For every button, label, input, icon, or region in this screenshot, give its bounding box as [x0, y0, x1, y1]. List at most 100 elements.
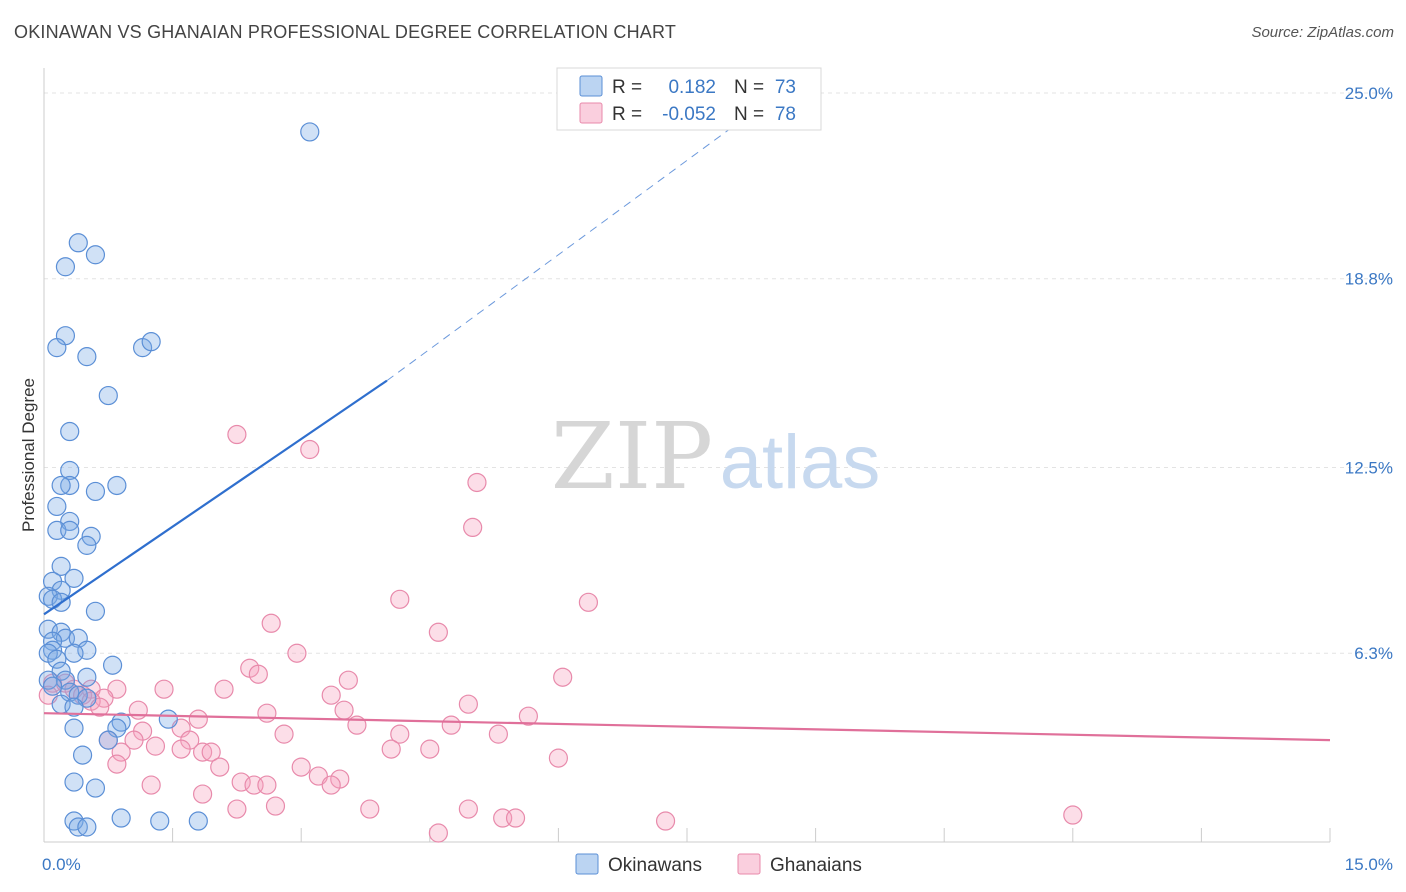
ghanaian-point-12	[553, 667, 573, 687]
okinawan-point-22	[51, 556, 71, 576]
ghanaian-point-19	[214, 679, 234, 699]
y-tick-labels: 6.3% 12.5% 18.8% 25.0%	[1345, 84, 1393, 663]
okinawan-point-59	[188, 811, 208, 831]
legend-n-label-2: N =	[734, 104, 764, 125]
okinawan-point-37	[47, 649, 67, 669]
okinawan-point-6	[77, 347, 97, 367]
okinawan-point-20	[81, 526, 101, 547]
series-legend-ghanaians: Ghanaians	[770, 855, 862, 876]
correlation-legend: R = 0.182 N = 73 R = -0.052 N = 78	[556, 67, 822, 131]
okinawan-point-53	[64, 718, 84, 738]
ghanaian-point-5	[578, 592, 599, 612]
okinawan-point-64	[150, 811, 170, 831]
x-tick-labels: 0.0% 15.0%	[42, 855, 1393, 874]
legend-swatch-ghanaians	[579, 102, 603, 124]
series-legend-okinawans: Okinawans	[608, 855, 702, 876]
series-legend-swatch-okinawans	[575, 853, 599, 875]
ghanaian-point-45	[381, 739, 401, 759]
okinawan-point-58	[85, 778, 106, 798]
ghanaian-point-3	[463, 517, 483, 538]
okinawan-point-16	[47, 496, 67, 517]
ghanaian-point-38	[488, 724, 508, 744]
okinawan-point-39	[64, 643, 84, 663]
okinawan-point-54	[98, 730, 118, 750]
okinawan-point-11	[60, 460, 80, 481]
y-tick-label-2: 18.8%	[1345, 270, 1393, 289]
ghanaian-point-2	[467, 472, 487, 493]
ghanaian-point-41	[124, 730, 144, 750]
y-axis-label: Professional Degree	[19, 378, 38, 532]
series-legend-swatch-ghanaians	[737, 853, 761, 875]
okinawan-point-0	[300, 122, 320, 142]
okinawan-trend-extension	[386, 128, 731, 382]
ghanaian-point-48	[420, 739, 440, 759]
ghanaian-point-37	[390, 724, 410, 744]
ghanaian-point-29	[257, 703, 277, 723]
ghanaian-point-8	[287, 643, 307, 663]
okinawan-point-3	[55, 257, 76, 277]
ghanaian-point-0	[227, 424, 247, 445]
ghanaian-point-4	[390, 589, 410, 609]
legend-r-label-1: R =	[612, 77, 642, 98]
y-tick-label-1: 12.5%	[1345, 458, 1393, 477]
okinawans-points	[38, 122, 320, 837]
ghanaian-point-63	[360, 799, 380, 819]
okinawan-point-29	[85, 601, 106, 621]
chart-title: OKINAWAN VS GHANAIAN PROFESSIONAL DEGREE…	[14, 22, 677, 42]
ghanaian-point-30	[518, 706, 538, 726]
okinawan-point-40	[102, 655, 123, 675]
legend-n-label-1: N =	[734, 77, 764, 98]
okinawan-point-57	[64, 772, 84, 792]
ghanaian-trend-line	[43, 712, 1331, 742]
okinawan-point-55	[158, 709, 178, 729]
ghanaian-point-44	[111, 742, 131, 762]
ghanaian-point-31	[188, 709, 208, 729]
ghanaian-point-62	[227, 799, 247, 819]
okinawan-point-63	[111, 808, 131, 828]
ghanaian-point-47	[201, 742, 221, 762]
okinawan-point-14	[85, 481, 106, 502]
okinawan-point-21	[77, 535, 97, 555]
okinawan-point-19	[60, 520, 80, 541]
okinawan-point-9	[98, 385, 118, 406]
ghanaian-point-1	[300, 439, 320, 460]
ghanaian-point-59	[193, 784, 213, 804]
okinawan-point-8	[141, 332, 161, 352]
okinawan-point-44	[77, 667, 97, 687]
ghanaian-point-58	[257, 775, 277, 795]
ghanaian-point-7	[428, 622, 448, 642]
legend-swatch-okinawans	[579, 75, 603, 97]
okinawan-point-1	[68, 233, 88, 253]
okinawan-point-62	[77, 817, 97, 837]
okinawan-point-45	[42, 676, 63, 696]
ghanaian-point-36	[274, 724, 294, 744]
ghanaian-point-26	[128, 700, 148, 720]
okinawan-point-23	[64, 568, 84, 588]
gridlines	[44, 92, 1392, 654]
ghanaian-point-6	[261, 613, 281, 633]
series-legend: Okinawans Ghanaians	[575, 853, 862, 876]
legend-n-value-2: 78	[775, 104, 796, 125]
ghanaian-point-34	[441, 715, 461, 735]
legend-r-value-1: 0.182	[668, 77, 716, 98]
ghanaian-point-10	[248, 664, 268, 684]
okinawan-point-2	[85, 245, 106, 265]
watermark: ZIP atlas	[551, 403, 880, 510]
legend-r-value-2: -0.052	[662, 104, 716, 125]
ghanaian-point-68	[1063, 805, 1083, 825]
ghanaian-point-27	[458, 694, 478, 714]
watermark-zip: ZIP	[551, 403, 713, 510]
trend-lines	[43, 128, 1331, 742]
source-note: Source: ZipAtlas.com	[1251, 24, 1394, 41]
ghanaian-point-60	[321, 775, 341, 795]
ghanaian-point-50	[107, 754, 127, 774]
okinawan-trend-line	[43, 379, 388, 616]
okinawan-point-50	[64, 697, 84, 717]
ghanaian-point-43	[171, 739, 191, 759]
okinawan-point-13	[51, 475, 71, 496]
okinawan-point-15	[107, 475, 127, 496]
ghanaian-point-55	[141, 775, 161, 795]
watermark-atlas: atlas	[720, 420, 881, 505]
ghanaian-point-28	[334, 700, 354, 720]
